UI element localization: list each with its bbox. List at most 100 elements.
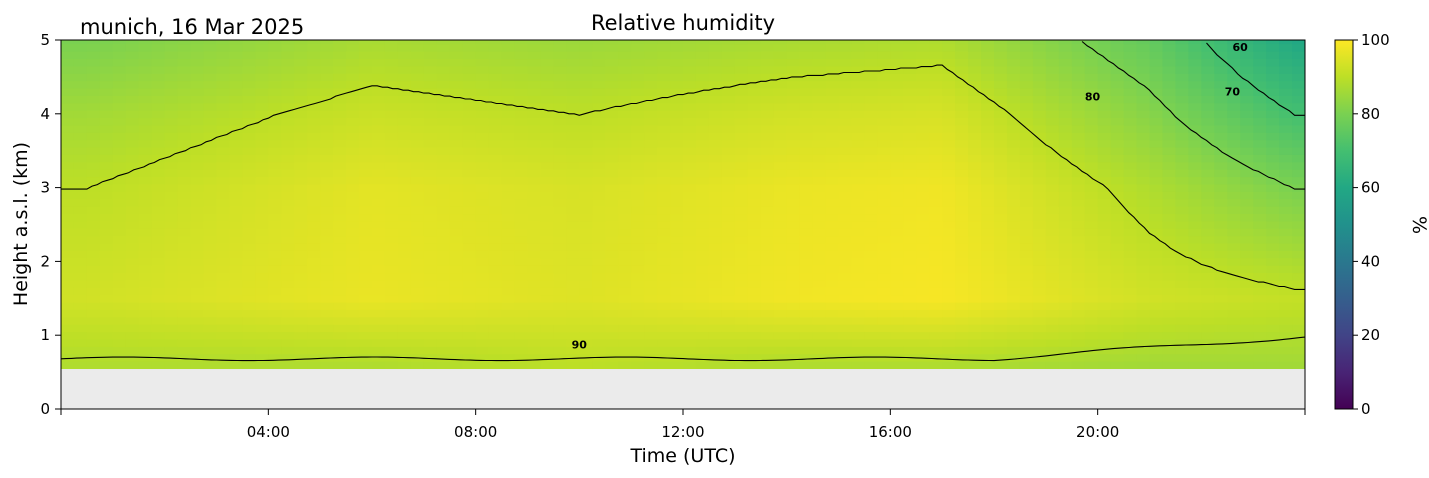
humidity-cell bbox=[1162, 353, 1177, 362]
humidity-cell bbox=[475, 316, 490, 325]
humidity-cell bbox=[436, 353, 451, 362]
humidity-cell bbox=[553, 169, 567, 178]
humidity-cell bbox=[333, 176, 347, 185]
humidity-cell bbox=[1084, 265, 1099, 274]
humidity-cell bbox=[553, 279, 567, 288]
humidity-cell bbox=[929, 147, 943, 155]
humidity-cell bbox=[1071, 228, 1086, 237]
humidity-cell bbox=[410, 301, 425, 310]
humidity-cell bbox=[618, 309, 632, 318]
humidity-cell bbox=[994, 147, 1008, 155]
humidity-cell bbox=[333, 65, 347, 74]
humidity-cell bbox=[825, 95, 840, 104]
humidity-cell bbox=[799, 43, 814, 52]
humidity-cell bbox=[566, 338, 580, 347]
humidity-cell bbox=[229, 213, 244, 222]
humidity-cell bbox=[631, 154, 645, 163]
humidity-cell bbox=[86, 294, 101, 303]
humidity-cell bbox=[1058, 324, 1073, 333]
humidity-cell bbox=[372, 265, 386, 274]
humidity-cell bbox=[981, 213, 995, 222]
humidity-cell bbox=[294, 316, 308, 325]
humidity-cell bbox=[229, 324, 244, 333]
humidity-cell bbox=[670, 324, 684, 333]
humidity-cell bbox=[177, 250, 192, 259]
humidity-cell bbox=[372, 242, 386, 251]
humidity-cell bbox=[320, 279, 334, 288]
humidity-cell bbox=[242, 228, 256, 237]
humidity-cell bbox=[1071, 176, 1086, 185]
humidity-cell bbox=[1058, 80, 1073, 89]
humidity-cell bbox=[1162, 95, 1177, 104]
humidity-cell bbox=[397, 338, 412, 347]
humidity-cell bbox=[644, 154, 658, 163]
humidity-cell bbox=[281, 331, 295, 340]
humidity-cell bbox=[1292, 361, 1305, 370]
humidity-cell bbox=[410, 95, 425, 104]
humidity-cell bbox=[708, 51, 723, 60]
humidity-cell bbox=[708, 324, 723, 333]
humidity-cell bbox=[1240, 287, 1254, 296]
humidity-cell bbox=[644, 124, 658, 133]
humidity-cell bbox=[1214, 353, 1228, 362]
humidity-cell bbox=[138, 287, 153, 296]
humidity-cell bbox=[151, 102, 166, 111]
humidity-cell bbox=[112, 206, 127, 215]
humidity-cell bbox=[890, 316, 904, 325]
humidity-cell bbox=[773, 324, 788, 333]
humidity-cell bbox=[203, 80, 218, 89]
humidity-cell bbox=[786, 169, 801, 178]
humidity-cell bbox=[514, 80, 529, 89]
humidity-cell bbox=[203, 43, 218, 52]
humidity-cell bbox=[397, 316, 412, 325]
humidity-cell bbox=[112, 257, 127, 266]
humidity-cell bbox=[1071, 154, 1086, 163]
humidity-cell bbox=[916, 301, 930, 310]
humidity-cell bbox=[890, 206, 904, 215]
humidity-cell bbox=[164, 169, 179, 178]
humidity-cell bbox=[929, 213, 943, 222]
humidity-cell bbox=[1019, 206, 1034, 215]
humidity-cell bbox=[851, 169, 866, 178]
humidity-cell bbox=[86, 250, 101, 259]
humidity-cell bbox=[1136, 147, 1151, 155]
humidity-cell bbox=[851, 272, 866, 281]
humidity-cell bbox=[112, 338, 127, 347]
humidity-cell bbox=[605, 139, 619, 148]
humidity-cell bbox=[1188, 161, 1202, 170]
humidity-cell bbox=[501, 361, 516, 370]
humidity-cell bbox=[229, 176, 244, 185]
humidity-cell bbox=[721, 80, 736, 89]
humidity-cell bbox=[1175, 51, 1189, 60]
humidity-cell bbox=[527, 206, 542, 215]
humidity-cell bbox=[838, 183, 853, 192]
humidity-cell bbox=[566, 331, 580, 340]
humidity-cell bbox=[683, 176, 697, 185]
humidity-cell bbox=[1058, 250, 1073, 259]
humidity-cell bbox=[333, 154, 347, 163]
humidity-cell bbox=[125, 265, 140, 274]
humidity-cell bbox=[851, 154, 866, 163]
humidity-cell bbox=[1188, 102, 1202, 111]
humidity-cell bbox=[138, 80, 153, 89]
humidity-cell bbox=[423, 43, 438, 52]
humidity-cell bbox=[981, 265, 995, 274]
humidity-cell bbox=[773, 124, 788, 133]
humidity-cell bbox=[695, 346, 710, 355]
humidity-cell bbox=[1019, 257, 1034, 266]
humidity-cell bbox=[1188, 87, 1202, 96]
humidity-cell bbox=[618, 220, 632, 229]
humidity-cell bbox=[1019, 117, 1034, 126]
humidity-cell bbox=[566, 80, 580, 89]
humidity-cell bbox=[216, 338, 231, 347]
humidity-cell bbox=[423, 324, 438, 333]
humidity-cell bbox=[307, 40, 321, 45]
humidity-cell bbox=[462, 58, 477, 67]
humidity-cell bbox=[527, 198, 542, 207]
humidity-cell bbox=[1110, 309, 1125, 318]
humidity-cell bbox=[436, 110, 451, 119]
humidity-cell bbox=[73, 235, 88, 244]
humidity-cell bbox=[1240, 265, 1254, 274]
humidity-cell bbox=[423, 331, 438, 340]
humidity-cell bbox=[916, 213, 930, 222]
